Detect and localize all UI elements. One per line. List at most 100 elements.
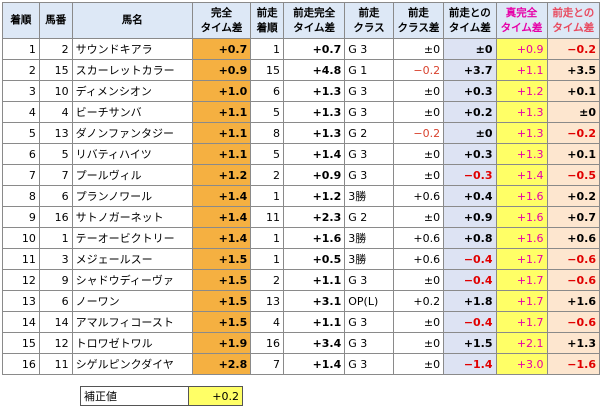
true-time-diff-cell: +2.1: [495, 332, 548, 354]
prev-class-cell: G 3: [344, 38, 394, 60]
name-cell: リバティハイツ: [71, 143, 193, 165]
true-time-diff-cell: +1.7: [495, 290, 548, 312]
prev-rank-cell: 11: [250, 206, 285, 228]
prev-diff-cell: +0.2: [443, 101, 497, 123]
name-cell: サトノガーネット: [71, 206, 193, 228]
header-prev-class: 前走 クラス: [344, 2, 394, 39]
num-cell: 9: [38, 269, 73, 291]
true-diff-cell: +1.6: [546, 290, 600, 312]
prev-diff-cell: +0.9: [443, 206, 497, 228]
prev-time-diff-cell: +1.3: [283, 80, 346, 102]
prev-time-diff-cell: +1.3: [283, 101, 346, 123]
prev-time-diff-cell: +1.3: [283, 122, 346, 144]
rank-cell: 2: [2, 59, 40, 81]
rank-cell: 15: [2, 332, 40, 354]
prev-diff-cell: −1.4: [443, 353, 497, 375]
prev-rank-cell: 1: [250, 248, 285, 270]
name-cell: テーオービクトリー: [71, 227, 193, 249]
num-cell: 11: [38, 353, 73, 375]
true-time-diff-cell: +1.6: [495, 227, 548, 249]
prev-time-diff-cell: +0.5: [283, 248, 346, 270]
prev-diff-cell: −0.4: [443, 311, 497, 333]
prev-diff-cell: +1.5: [443, 332, 497, 354]
class-diff-cell: ±0: [392, 353, 445, 375]
correction-row: 補正値 +0.2: [80, 386, 243, 406]
prev-rank-cell: 6: [250, 80, 285, 102]
num-cell: 6: [38, 290, 73, 312]
prev-class-cell: G 3: [344, 143, 394, 165]
true-time-diff-cell: +1.1: [495, 59, 548, 81]
true-diff-cell: −0.6: [546, 269, 600, 291]
num-cell: 13: [38, 122, 73, 144]
prev-diff-cell: +0.8: [443, 227, 497, 249]
header-prev-rank: 前走 着順: [250, 2, 285, 39]
prev-class-cell: G 3: [344, 311, 394, 333]
prev-class-cell: G 2: [344, 122, 394, 144]
true-diff-cell: −0.5: [546, 164, 600, 186]
name-cell: プールヴィル: [71, 164, 193, 186]
rank-cell: 5: [2, 122, 40, 144]
rank-cell: 4: [2, 101, 40, 123]
true-time-diff-cell: +3.0: [495, 353, 548, 375]
prev-diff-cell: ±0: [443, 122, 497, 144]
prev-class-cell: G 3: [344, 80, 394, 102]
true-diff-cell: −0.6: [546, 248, 600, 270]
time-diff-cell: +1.1: [191, 143, 252, 165]
name-cell: ノーワン: [71, 290, 193, 312]
table-row: 7 7 プールヴィル +1.2 2 +0.9 G 3 ±0 −0.3 +1.4 −0.5: [2, 164, 600, 186]
prev-time-diff-cell: +3.4: [283, 332, 346, 354]
name-cell: プランノワール: [71, 185, 193, 207]
prev-class-cell: G 3: [344, 101, 394, 123]
rank-cell: 14: [2, 311, 40, 333]
prev-rank-cell: 13: [250, 290, 285, 312]
class-diff-cell: ±0: [392, 311, 445, 333]
table-row: 5 13 ダノンファンタジー +1.1 8 +1.3 G 2 −0.2 ±0 +1.3 −0.2: [2, 122, 600, 144]
class-diff-cell: +0.2: [392, 290, 445, 312]
prev-time-diff-cell: +3.1: [283, 290, 346, 312]
prev-time-diff-cell: +0.9: [283, 164, 346, 186]
table-row: 12 9 シャドウディーヴァ +1.5 2 +1.1 G 3 ±0 −0.4 +1.7 −0.6: [2, 269, 600, 291]
prev-time-diff-cell: +2.3: [283, 206, 346, 228]
name-cell: メジェールスー: [71, 248, 193, 270]
class-diff-cell: ±0: [392, 80, 445, 102]
prev-diff-cell: +0.3: [443, 80, 497, 102]
time-diff-cell: +0.7: [191, 38, 252, 60]
true-time-diff-cell: +0.9: [495, 38, 548, 60]
rank-cell: 1: [2, 38, 40, 60]
true-time-diff-cell: +1.3: [495, 143, 548, 165]
table-row: 15 12 トロワゼトワル +1.9 16 +3.4 G 3 ±0 +1.5 +2.1 +1.3: [2, 332, 600, 354]
name-cell: トロワゼトワル: [71, 332, 193, 354]
true-time-diff-cell: +1.4: [495, 164, 548, 186]
true-time-diff-cell: +1.3: [495, 122, 548, 144]
results-table: 着順 馬番 馬名 完全 タイム差 前走 着順 前走完全 タイム差 前走 クラス 前走 クラ…: [2, 2, 600, 375]
true-time-diff-cell: +1.3: [495, 101, 548, 123]
header-true-time: 真完全 タイム差: [495, 2, 548, 39]
prev-time-diff-cell: +0.7: [283, 38, 346, 60]
name-cell: シャドウディーヴァ: [71, 269, 193, 291]
true-diff-cell: +1.3: [546, 332, 600, 354]
num-cell: 14: [38, 311, 73, 333]
rank-cell: 3: [2, 80, 40, 102]
header-time: 完全 タイム差: [191, 2, 252, 39]
true-time-diff-cell: +1.7: [495, 248, 548, 270]
num-cell: 7: [38, 164, 73, 186]
class-diff-cell: −0.2: [392, 59, 445, 81]
prev-rank-cell: 1: [250, 38, 285, 60]
true-time-diff-cell: +1.6: [495, 206, 548, 228]
rank-cell: 13: [2, 290, 40, 312]
class-diff-cell: +0.6: [392, 185, 445, 207]
prev-class-cell: G 2: [344, 206, 394, 228]
num-cell: 15: [38, 59, 73, 81]
prev-rank-cell: 4: [250, 311, 285, 333]
correction-label: 補正値: [80, 386, 189, 406]
rank-cell: 9: [2, 206, 40, 228]
time-diff-cell: +1.5: [191, 290, 252, 312]
rank-cell: 16: [2, 353, 40, 375]
name-cell: スカーレットカラー: [71, 59, 193, 81]
prev-diff-cell: +3.7: [443, 59, 497, 81]
prev-rank-cell: 16: [250, 332, 285, 354]
prev-class-cell: G 3: [344, 269, 394, 291]
table-row: 13 6 ノーワン +1.5 13 +3.1 OP(L) +0.2 +1.8 +1.7 +1.6: [2, 290, 600, 312]
true-diff-cell: +0.2: [546, 185, 600, 207]
true-diff-cell: +3.5: [546, 59, 600, 81]
